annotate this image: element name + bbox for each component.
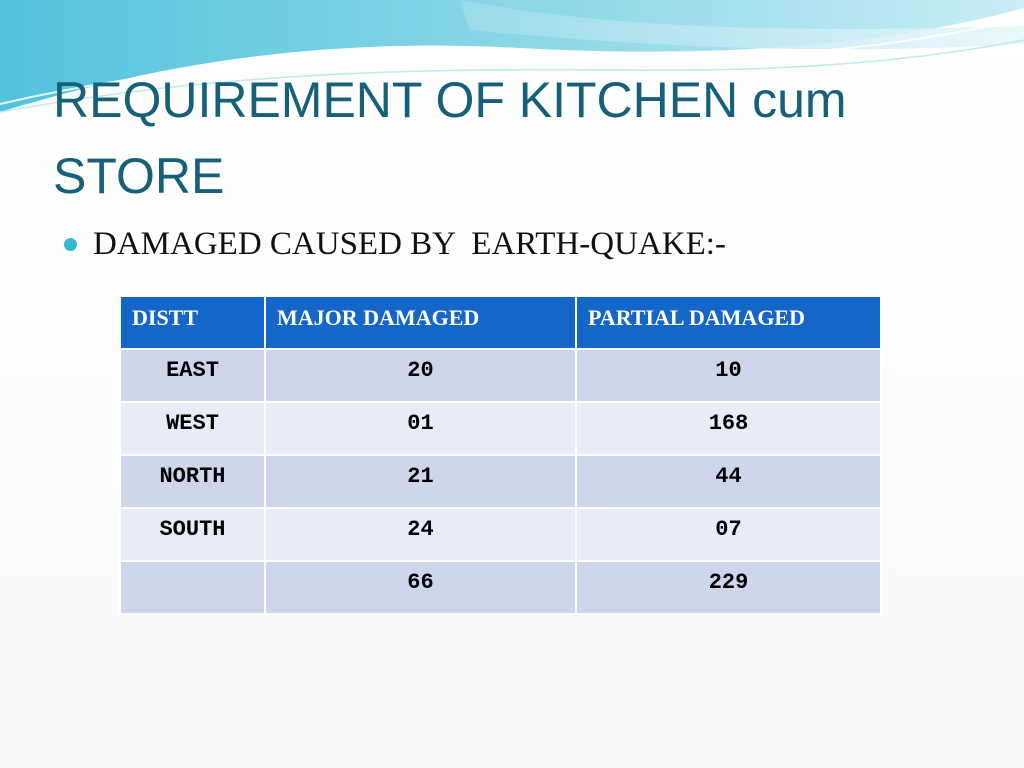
- cell-partial: 44: [575, 454, 882, 509]
- cell-major: 24: [264, 507, 577, 562]
- table-row: SOUTH 24 07: [119, 507, 882, 562]
- table-row: EAST 20 10: [119, 348, 882, 403]
- wave-decoration: [0, 0, 1024, 113]
- cell-major: 21: [264, 454, 577, 509]
- header-partial-damaged: PARTIAL DAMAGED: [575, 295, 882, 350]
- cell-major: 20: [264, 348, 577, 403]
- cell-distt: SOUTH: [119, 507, 266, 562]
- bullet-text: DAMAGED CAUSED BY EARTH-QUAKE:-: [93, 225, 726, 262]
- cell-partial-total: 229: [575, 560, 882, 615]
- cell-distt: NORTH: [119, 454, 266, 509]
- table-header-row: DISTT MAJOR DAMAGED PARTIAL DAMAGED: [119, 295, 882, 350]
- cell-partial: 10: [575, 348, 882, 403]
- cell-major: 01: [264, 401, 577, 456]
- table-row: NORTH 21 44: [119, 454, 882, 509]
- cell-major-total: 66: [264, 560, 577, 615]
- header-major-damaged: MAJOR DAMAGED: [264, 295, 577, 350]
- cell-distt: [119, 560, 266, 615]
- table-row: WEST 01 168: [119, 401, 882, 456]
- slide-title: REQUIREMENT OF KITCHEN cum STORE: [53, 72, 847, 204]
- cell-distt: WEST: [119, 401, 266, 456]
- table-total-row: 66 229: [119, 560, 882, 615]
- bullet-item: DAMAGED CAUSED BY EARTH-QUAKE:-: [64, 224, 726, 264]
- cell-partial: 168: [575, 401, 882, 456]
- header-distt: DISTT: [119, 295, 266, 350]
- cell-distt: EAST: [119, 348, 266, 403]
- bullet-dot-icon: [64, 237, 77, 251]
- cell-partial: 07: [575, 507, 882, 562]
- damage-table: DISTT MAJOR DAMAGED PARTIAL DAMAGED EAST…: [119, 295, 882, 615]
